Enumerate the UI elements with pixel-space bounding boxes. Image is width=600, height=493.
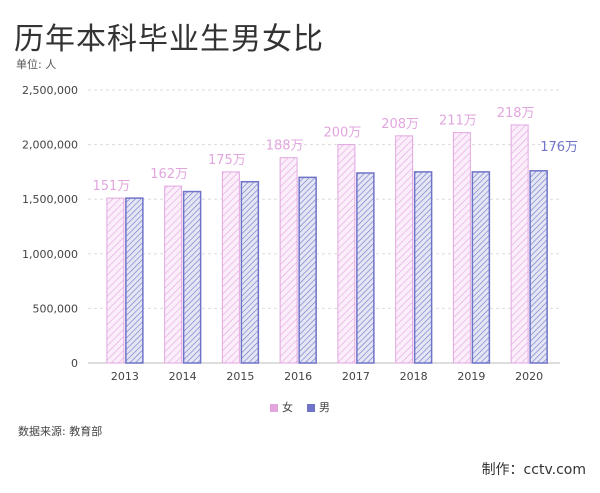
x-tick-label: 2020 [515,370,543,383]
bar-female [221,171,240,364]
data-label: 188万 [266,139,304,154]
bar-male [529,170,548,364]
x-tick-label: 2019 [457,370,485,383]
bar-female [279,157,298,364]
data-label: 218万 [497,106,535,121]
x-tick-label: 2016 [284,370,312,383]
data-source: 数据来源: 教育部 [18,425,103,438]
bar-male [356,172,375,364]
chart-title: 历年本科毕业生男女比 [14,22,324,57]
bar-female [337,144,356,364]
data-label: 200万 [323,126,361,141]
bar-female [510,124,529,364]
y-tick-label: 0 [71,357,78,370]
credit: 制作：cctv.com [481,462,586,478]
bar-male [125,197,144,364]
data-label: 151万 [92,179,130,194]
data-label: 175万 [208,153,246,168]
bar-male [182,190,202,364]
bar-male [471,171,491,364]
x-tick-label: 2015 [226,370,254,383]
y-tick-label: 500,000 [33,302,79,315]
legend: 女 男 [270,399,330,415]
unit-label: 单位: 人 [16,58,57,71]
legend-item-male: 男 [307,399,330,415]
y-tick-label: 1,000,000 [22,248,78,261]
data-label: 162万 [150,167,188,182]
x-tick-label: 2017 [342,370,370,383]
data-label: 208万 [381,117,419,132]
x-tick-label: 2014 [169,370,197,383]
data-label: 176万 [540,140,578,155]
bar-male [413,171,433,364]
bar-male [298,176,317,364]
bar-female [164,185,183,364]
x-tick-label: 2013 [111,370,139,383]
bar-male [240,180,260,364]
y-tick-label: 2,000,000 [22,139,78,152]
legend-item-female: 女 [270,399,293,415]
y-tick-label: 1,500,000 [22,193,78,206]
x-tick-label: 2018 [400,370,428,383]
data-label: 211万 [439,114,477,129]
y-tick-label: 2,500,000 [22,84,78,97]
bar-female [452,132,471,364]
bar-female [395,135,414,364]
bar-female [106,197,125,364]
